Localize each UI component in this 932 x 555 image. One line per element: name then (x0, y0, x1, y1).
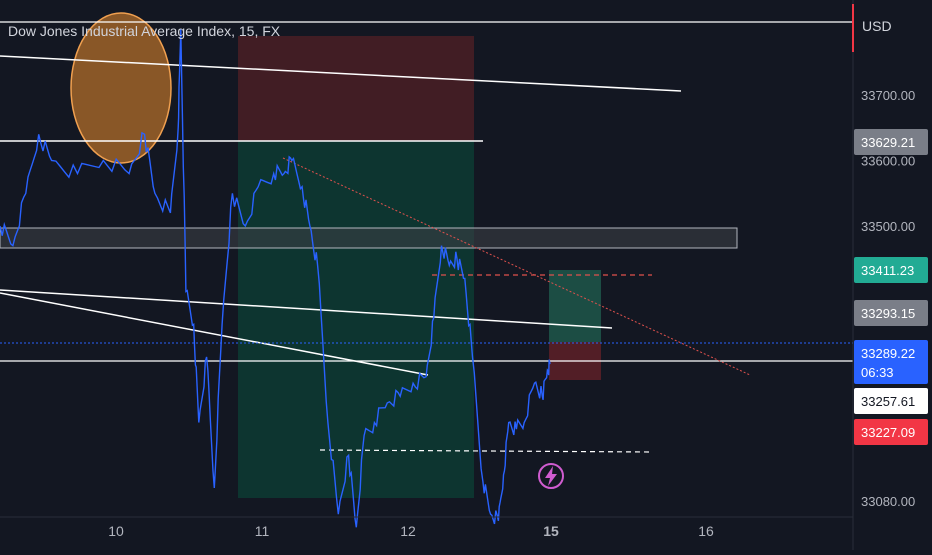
price-badge-label: 33257.61 (861, 394, 915, 409)
price-badge[interactable] (854, 257, 928, 283)
price-badge-label: 33411.23 (861, 263, 914, 278)
range-rectangle[interactable] (0, 227, 738, 249)
price-tick-label: 33500.00 (861, 219, 915, 234)
price-badge-label: 33289.22 (861, 346, 915, 361)
price-badge[interactable] (854, 340, 928, 384)
price-badge[interactable] (854, 419, 928, 445)
countdown-label: 06:33 (861, 365, 894, 380)
stop-loss-zone[interactable] (238, 36, 474, 142)
price-badge[interactable] (854, 388, 928, 414)
mid-trendline[interactable] (0, 289, 613, 329)
time-axis[interactable]: 10 11 12 15 16 (108, 523, 714, 539)
price-badge-label: 33629.21 (861, 135, 915, 150)
currency-box[interactable] (854, 4, 928, 52)
upper-trendline[interactable] (0, 55, 682, 92)
price-badge[interactable] (854, 129, 928, 155)
price-tick-label: 33600.00 (861, 154, 915, 169)
circle-annotation[interactable] (70, 12, 172, 164)
low-dashed-line[interactable] (319, 449, 653, 453)
take-profit-zone[interactable] (238, 141, 474, 499)
price-line (0, 29, 551, 528)
price-axis[interactable]: 33700.00 33600.00 33500.00 33080.00 33629.21… (854, 88, 928, 509)
drawings-layer (0, 21, 853, 453)
lightning-icon[interactable] (538, 463, 564, 489)
time-tick-label: 16 (698, 523, 714, 539)
currency-label: USD (862, 18, 892, 34)
price-tick-label: 33700.00 (861, 88, 915, 103)
time-tick-label: 12 (400, 523, 416, 539)
descending-dotted-trendline[interactable] (282, 157, 751, 376)
price-tick-label: 33080.00 (861, 494, 915, 509)
price-badge[interactable] (854, 300, 928, 326)
time-tick-label: 11 (255, 523, 270, 539)
price-badge-label: 33227.09 (861, 425, 915, 440)
time-tick-label: 10 (108, 523, 124, 539)
small-take-profit-box[interactable] (549, 270, 601, 342)
chart-title: Dow Jones Industrial Average Index, 15, … (8, 23, 281, 39)
price-badge-label: 33293.15 (861, 306, 915, 321)
time-tick-label: 15 (543, 523, 559, 539)
